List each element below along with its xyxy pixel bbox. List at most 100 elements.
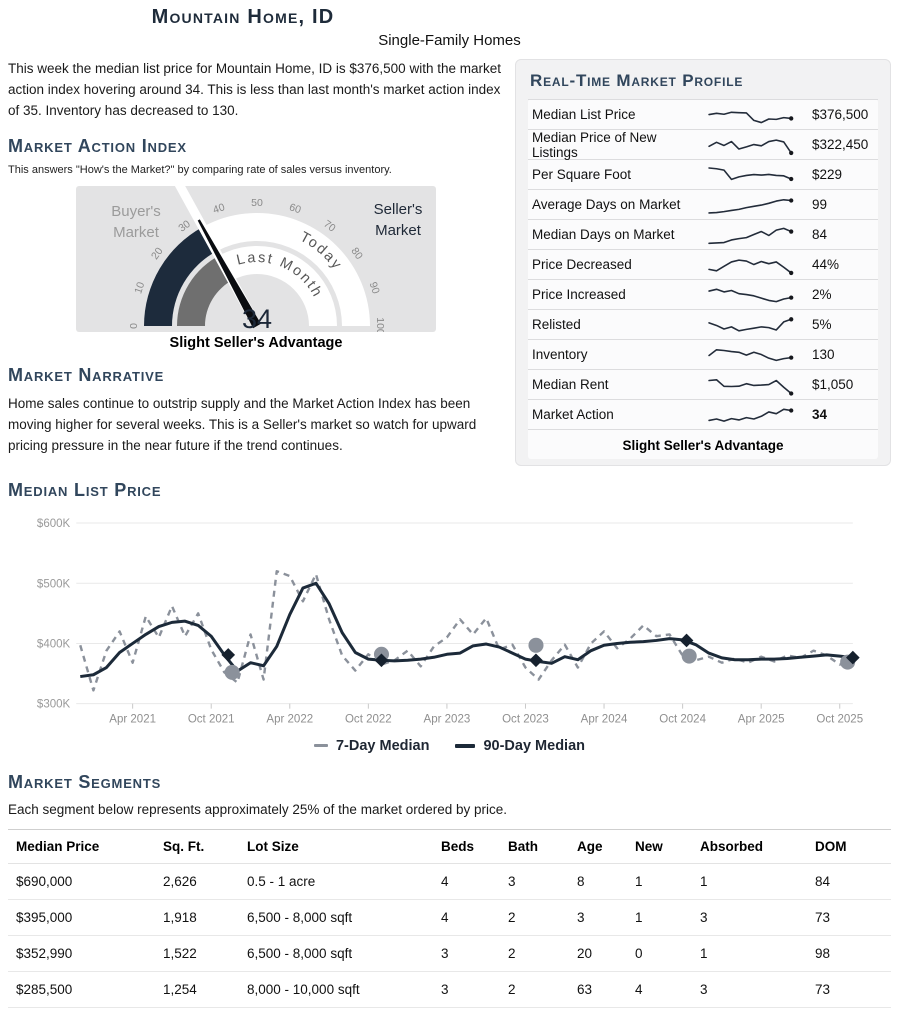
segments-table-cell: 3 bbox=[692, 971, 807, 1008]
profile-row-value: 5% bbox=[812, 317, 832, 332]
profile-row-label: Median List Price bbox=[532, 107, 636, 122]
gauge-tick-label: 50 bbox=[251, 197, 263, 209]
profile-row-label: Average Days on Market bbox=[532, 197, 681, 212]
segments-table-cell: 1,918 bbox=[155, 899, 239, 936]
year-marker-diamond bbox=[679, 633, 694, 648]
x-axis-tick-label: Oct 2022 bbox=[345, 714, 392, 726]
x-axis-tick-label: Apr 2022 bbox=[266, 714, 313, 726]
profile-row-value: $229 bbox=[812, 167, 843, 182]
segments-column-header: DOM bbox=[807, 828, 891, 864]
median-list-price-heading: Median List Price bbox=[8, 480, 162, 500]
x-axis-tick-label: Oct 2023 bbox=[502, 714, 549, 726]
segments-table-cell: 0.5 - 1 acre bbox=[239, 863, 433, 900]
segments-table-cell: 1,522 bbox=[155, 935, 239, 972]
profile-row-label: Median Rent bbox=[532, 377, 609, 392]
year-marker-diamond bbox=[374, 653, 389, 668]
sparkline-chart bbox=[708, 166, 794, 181]
series-7day-line bbox=[79, 570, 854, 692]
y-axis-tick-label: $500K bbox=[37, 578, 71, 590]
sparkline-chart bbox=[708, 111, 794, 123]
segments-table-cell: 2,626 bbox=[155, 863, 239, 900]
page-title: Mountain Home, ID bbox=[151, 6, 335, 28]
segments-column-header: Bath bbox=[500, 828, 569, 864]
segments-table-cell: 3 bbox=[692, 899, 807, 936]
market-segments-heading: Market Segments bbox=[8, 771, 162, 792]
profile-row-value: 130 bbox=[812, 347, 835, 362]
profile-row: Inventory 130 bbox=[528, 339, 878, 369]
sparkline-chart bbox=[708, 316, 794, 332]
segments-table-cell: 4 bbox=[433, 863, 500, 900]
profile-row-label: Inventory bbox=[532, 347, 588, 362]
profile-row-label: Market Action bbox=[532, 407, 614, 422]
legend-item-7day: 7-Day Median bbox=[313, 738, 429, 754]
gauge-tick-label: 100 bbox=[374, 317, 386, 332]
segments-table-cell: 3 bbox=[433, 935, 500, 972]
x-axis-tick-label: Apr 2025 bbox=[738, 714, 785, 726]
profile-rows: Median List Price $376,500 Median Price of… bbox=[528, 99, 878, 459]
profile-row-value: 44% bbox=[812, 257, 840, 272]
segments-column-header: Lot Size bbox=[239, 828, 433, 864]
x-axis-tick-label: Apr 2024 bbox=[581, 714, 628, 726]
segments-table-cell: 4 bbox=[627, 971, 692, 1008]
legend-item-90day: 90-Day Median bbox=[455, 738, 585, 754]
profile-row-label: Median Price of New Listings bbox=[532, 129, 657, 160]
y-axis-tick-label: $300K bbox=[37, 699, 71, 711]
segments-table-cell: 3 bbox=[433, 971, 500, 1008]
legend-swatch-90day-icon bbox=[455, 744, 476, 748]
segments-table-cell: 6,500 - 8,000 sqft bbox=[239, 899, 433, 936]
intro-paragraph: This week the median list price for Moun… bbox=[8, 61, 501, 118]
profile-row: Average Days on Market 99 bbox=[528, 189, 878, 219]
segments-table-cell: 84 bbox=[807, 863, 891, 900]
segments-table-cell: $352,990 bbox=[8, 935, 155, 972]
segments-column-header: Median Price bbox=[8, 828, 155, 864]
profile-row: Median List Price $376,500 bbox=[528, 99, 878, 129]
series-90day-line bbox=[80, 581, 854, 679]
profile-row: Median Rent $1,050 bbox=[528, 369, 878, 399]
chart-legend: 7-Day Median 90-Day Median bbox=[8, 738, 891, 754]
gauge-tick-label: 60 bbox=[288, 201, 303, 216]
segments-table-cell: 1 bbox=[627, 863, 692, 900]
profile-row: Relisted 5% bbox=[528, 309, 878, 339]
segments-table-cell: 2 bbox=[500, 899, 569, 936]
profile-row-value: 34 bbox=[812, 407, 828, 422]
segments-table-cell: 73 bbox=[807, 899, 891, 936]
market-action-subtext: This answers "How's the Market?" by comp… bbox=[8, 163, 392, 176]
segments-table-cell: 63 bbox=[569, 971, 627, 1008]
segments-table-cell: 1 bbox=[692, 935, 807, 972]
segments-table-cell: 3 bbox=[500, 863, 569, 900]
segments-column-header: Age bbox=[569, 828, 627, 864]
x-axis-tick-label: Oct 2025 bbox=[816, 714, 863, 726]
x-axis-tick-label: Apr 2023 bbox=[424, 714, 471, 726]
segments-table-cell: $395,000 bbox=[8, 899, 155, 936]
segments-table-cell: 8,000 - 10,000 sqft bbox=[239, 971, 433, 1008]
segments-column-header: Absorbed bbox=[692, 828, 807, 864]
profile-row-value: 2% bbox=[812, 287, 832, 302]
sparkline-chart bbox=[708, 348, 794, 361]
profile-row-value: 84 bbox=[812, 227, 828, 242]
market-narrative-heading: Market Narrative bbox=[8, 364, 165, 385]
segments-table-cell: $285,500 bbox=[8, 971, 155, 1008]
top-section: This week the median list price for Moun… bbox=[8, 59, 891, 466]
market-action-index-heading: Market Action Index bbox=[8, 135, 187, 156]
segments-table-row: $395,000 1,918 6,500 - 8,000 sqft 4 2 3 1 3 73 bbox=[8, 899, 891, 936]
market-segments-table: Median Price Sq. Ft. Lot Size Beds Bath Age Ne… bbox=[8, 828, 891, 1008]
segments-table-cell: 20 bbox=[569, 935, 627, 972]
year-marker-circle bbox=[681, 648, 697, 664]
market-action-gauge: 0 10 20 30 40 50 60 70 80 90 100 Last Month Today Buy… bbox=[76, 185, 436, 332]
sparkline-chart bbox=[708, 138, 794, 155]
segments-table-cell: 4 bbox=[433, 899, 500, 936]
gauge-needle bbox=[197, 219, 261, 328]
x-axis-tick-label: Oct 2024 bbox=[659, 714, 706, 726]
profile-row: Per Square Foot $229 bbox=[528, 159, 878, 189]
y-axis-tick-label: $400K bbox=[37, 638, 71, 650]
profile-row-value: $376,500 bbox=[812, 107, 869, 122]
gauge-tick-label: 0 bbox=[128, 323, 140, 329]
profile-footer-status: Slight Seller's Advantage bbox=[528, 429, 878, 459]
segments-table-cell: 6,500 - 8,000 sqft bbox=[239, 935, 433, 972]
profile-row: Market Action 34 bbox=[528, 399, 878, 429]
year-marker-diamond bbox=[529, 653, 543, 668]
segments-column-header: Beds bbox=[433, 828, 500, 864]
segments-column-header: Sq. Ft. bbox=[155, 828, 239, 864]
profile-row-value: $322,450 bbox=[812, 137, 869, 152]
profile-row-label: Price Decreased bbox=[532, 257, 632, 272]
